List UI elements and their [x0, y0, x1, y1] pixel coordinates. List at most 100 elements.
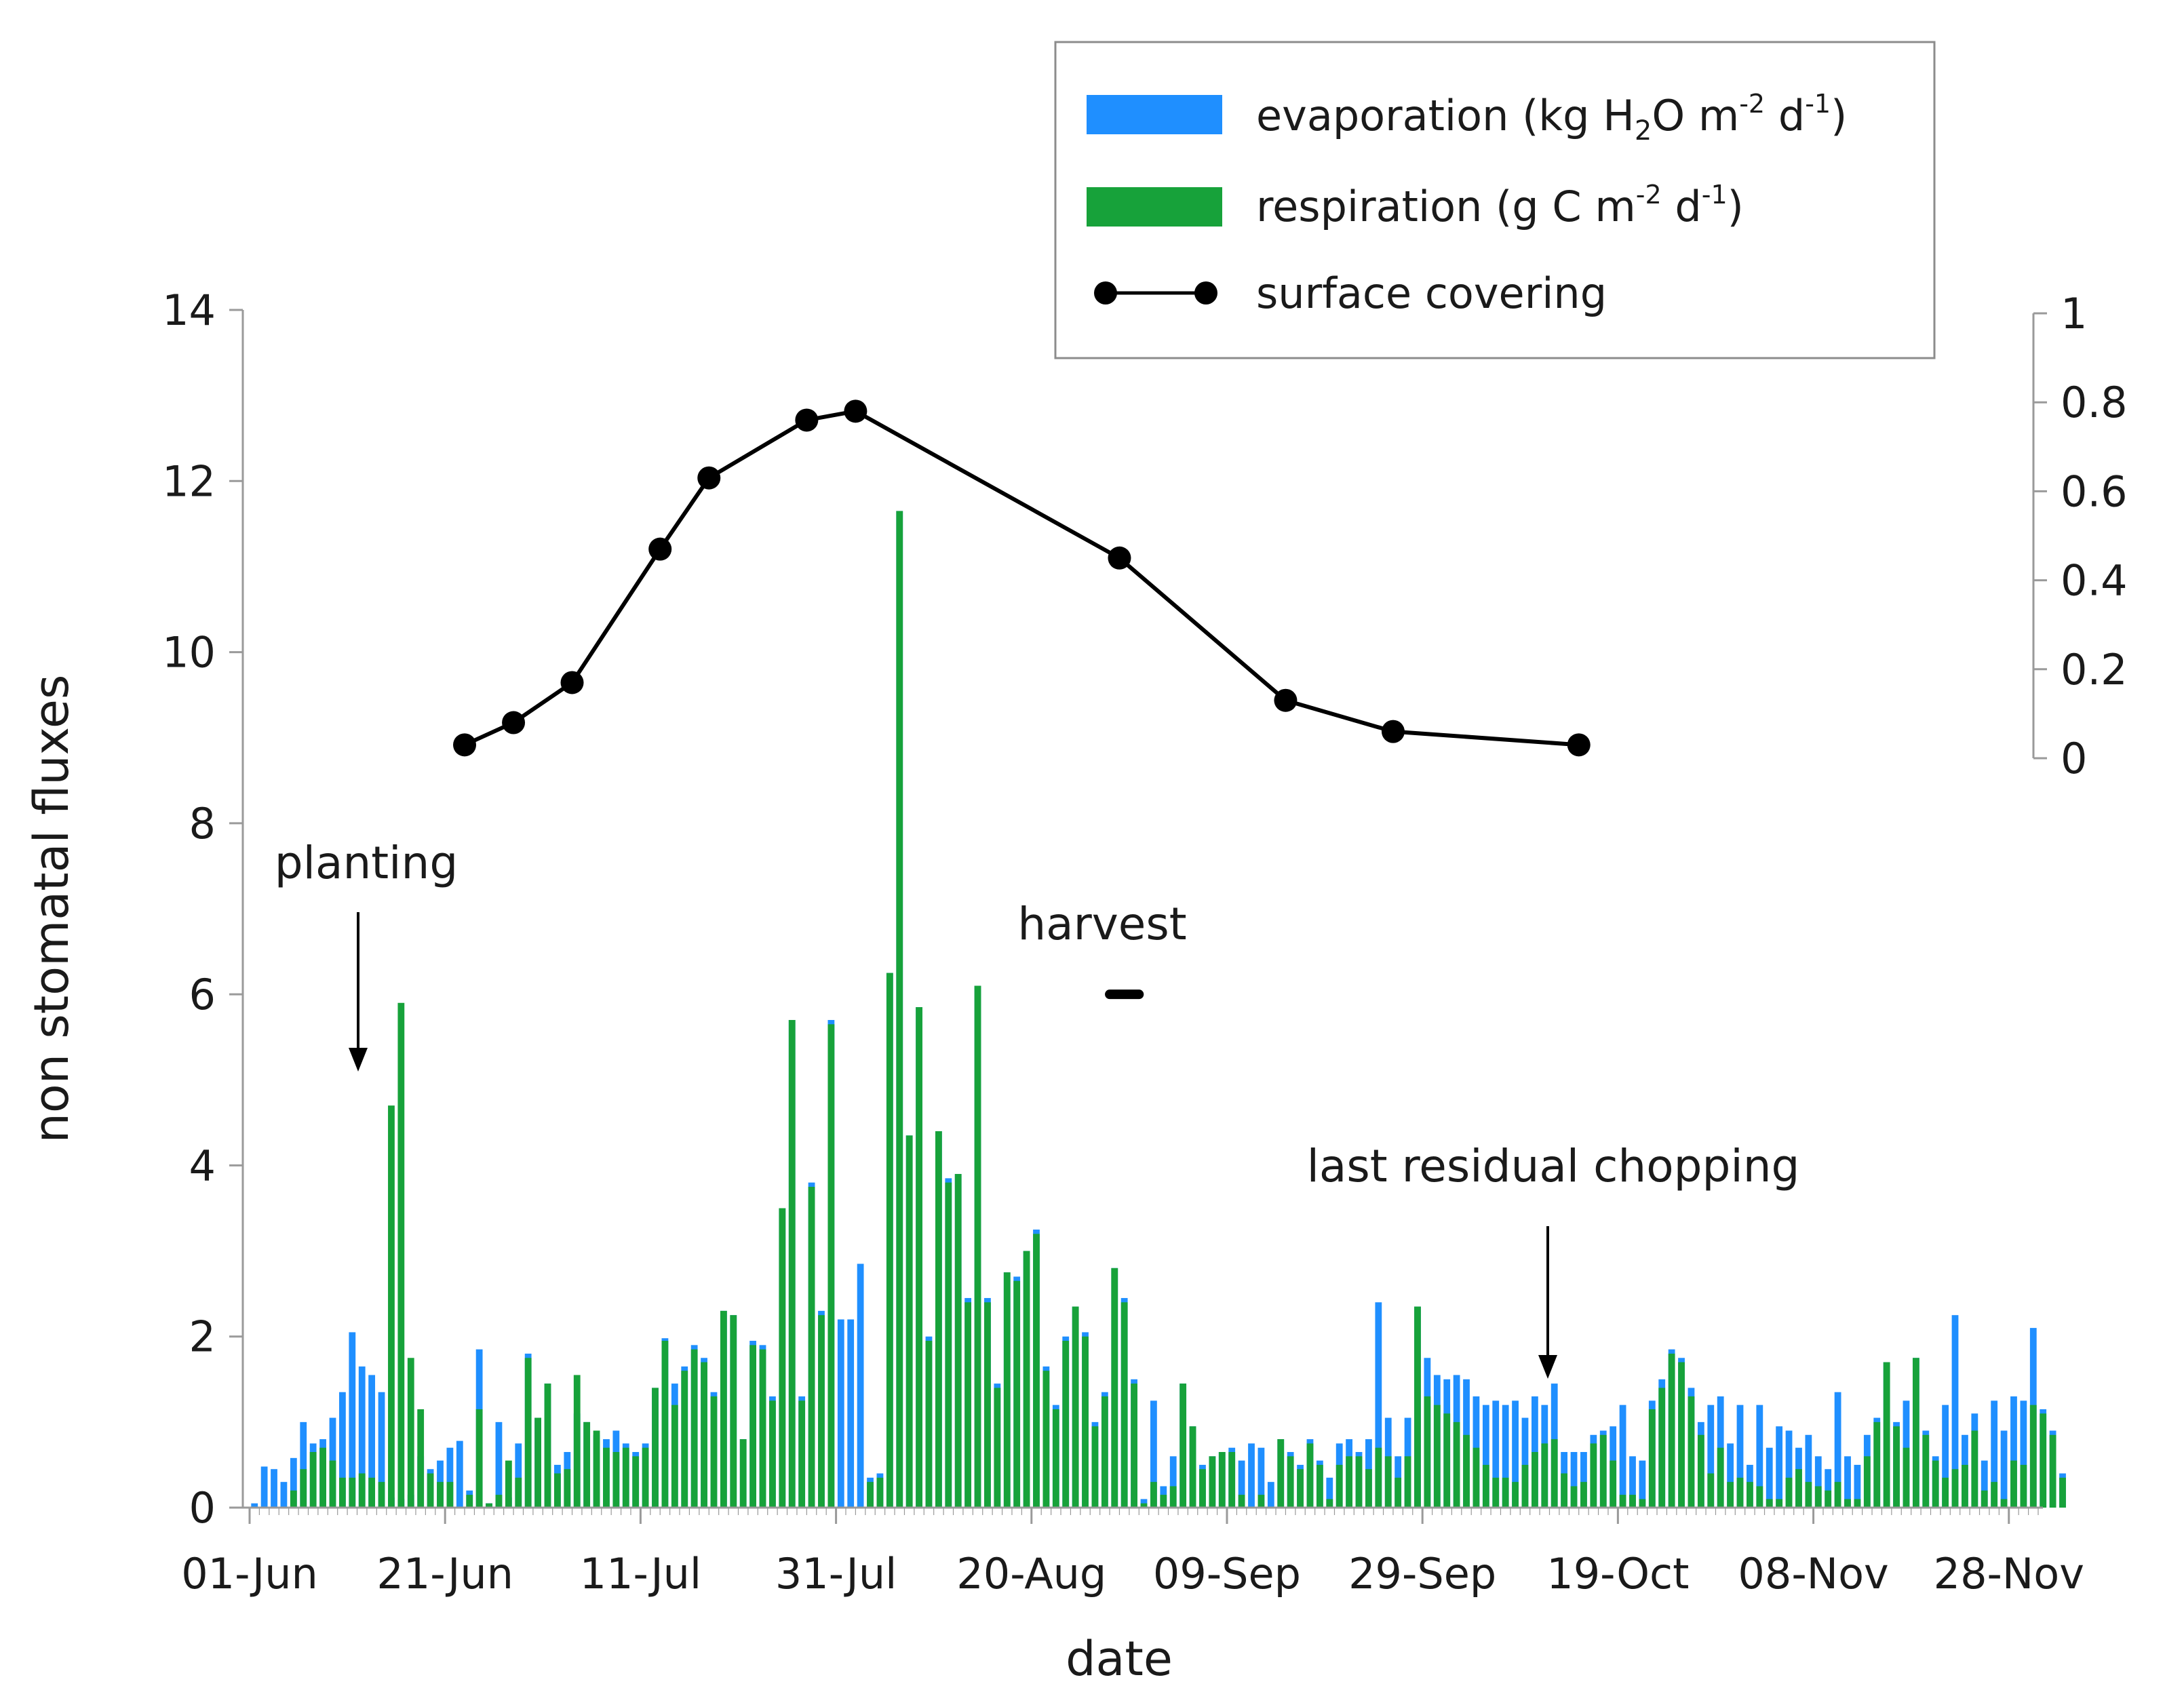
bar-respiration: [935, 1131, 942, 1508]
legend-label-respiration: respiration (g C m-2 d-1): [1256, 180, 1744, 231]
surface-covering-point: [795, 408, 819, 432]
bar-evaporation: [290, 1457, 297, 1508]
bar-respiration: [1599, 1434, 1607, 1508]
surface-covering-point: [1274, 688, 1298, 712]
bar-respiration: [2040, 1413, 2047, 1508]
bar-respiration: [1590, 1443, 1597, 1508]
bar-evaporation: [1942, 1405, 1949, 1508]
bar-respiration: [290, 1490, 297, 1508]
bar-respiration: [1473, 1447, 1480, 1508]
bar-respiration: [1795, 1469, 1802, 1508]
bar-respiration: [1150, 1482, 1157, 1508]
bar-respiration: [1688, 1396, 1695, 1508]
bar-evaporation: [1629, 1456, 1636, 1508]
bar-respiration: [1209, 1456, 1216, 1508]
bar-respiration: [876, 1477, 884, 1508]
bar-respiration: [1639, 1499, 1646, 1508]
bar-respiration: [1747, 1482, 1753, 1508]
bar-respiration: [2010, 1460, 2017, 1508]
bar-respiration: [1453, 1421, 1460, 1508]
bar-respiration: [1863, 1456, 1871, 1508]
bar-respiration: [925, 1341, 933, 1508]
bar-respiration: [388, 1105, 395, 1508]
bar-evaporation: [515, 1443, 522, 1508]
bar-respiration: [1785, 1477, 1793, 1508]
bar-evaporation: [349, 1332, 356, 1508]
bar-respiration: [1463, 1434, 1470, 1508]
bar-evaporation: [358, 1366, 366, 1508]
bar-respiration: [1570, 1486, 1578, 1508]
bar-respiration: [1414, 1306, 1421, 1508]
bar-respiration: [1717, 1447, 1724, 1508]
bar-evaporation: [1267, 1482, 1274, 1508]
bar-respiration: [1883, 1362, 1890, 1508]
bar-respiration: [867, 1482, 874, 1508]
bar-respiration: [1502, 1477, 1509, 1508]
y-tick-label: 10: [162, 628, 216, 678]
bar-respiration: [437, 1482, 444, 1508]
bar-respiration: [1756, 1486, 1763, 1508]
bar-respiration: [1678, 1362, 1685, 1508]
bar-respiration: [397, 1002, 405, 1508]
bar-respiration: [1003, 1272, 1011, 1508]
bar-respiration: [1668, 1353, 1675, 1508]
bar-evaporation: [368, 1375, 376, 1508]
bar-respiration: [564, 1469, 571, 1508]
bar-respiration: [1120, 1302, 1128, 1508]
bar-respiration: [1160, 1495, 1167, 1508]
bar-respiration: [534, 1417, 541, 1508]
bar-respiration: [1306, 1443, 1314, 1508]
bar-respiration: [1932, 1460, 1939, 1508]
bar-evaporation: [1805, 1434, 1812, 1508]
y-axis-ticks: 0 2 4 6 8 10 12 14: [162, 286, 243, 1533]
bar-respiration: [886, 973, 893, 1508]
bar-respiration: [1561, 1473, 1568, 1508]
bar-evaporation: [1326, 1477, 1333, 1508]
bar-respiration: [1922, 1434, 1930, 1508]
bar-respiration: [1942, 1477, 1949, 1508]
x-tick-label: 08-Nov: [1738, 1549, 1888, 1598]
x-tick-label: 20-Aug: [956, 1549, 1106, 1598]
y-tick-label: 2: [189, 1312, 216, 1362]
bar-evaporation: [260, 1466, 268, 1508]
bar-respiration: [1951, 1469, 1959, 1508]
bar-evaporation: [1766, 1447, 1773, 1508]
x-tick-label: 28-Nov: [1934, 1549, 2084, 1598]
bar-respiration: [427, 1473, 434, 1508]
bar-evaporation: [1639, 1460, 1646, 1508]
bar-respiration: [671, 1405, 678, 1508]
x-tick-label: 19-Oct: [1546, 1549, 1689, 1598]
bar-respiration: [994, 1388, 1001, 1508]
bar-respiration: [368, 1477, 376, 1508]
bar-respiration: [446, 1482, 454, 1508]
bar-evaporation: [1521, 1417, 1529, 1508]
bar-respiration: [603, 1447, 610, 1508]
bar-evaporation: [1375, 1302, 1382, 1508]
bar-respiration: [690, 1349, 698, 1508]
surface-covering-point: [1381, 720, 1405, 743]
bar-evaporation: [271, 1469, 277, 1508]
bar-respiration: [1140, 1503, 1148, 1508]
bar-respiration: [349, 1477, 356, 1508]
bar-respiration: [319, 1447, 326, 1508]
bar-respiration: [1619, 1495, 1626, 1508]
bar-respiration: [749, 1345, 757, 1508]
bar-respiration: [1316, 1464, 1323, 1508]
x-tick-label: 09-Sep: [1153, 1549, 1301, 1598]
bar-respiration: [1610, 1460, 1617, 1508]
bar-respiration: [1814, 1486, 1822, 1508]
bar-respiration: [905, 1135, 913, 1508]
bar-respiration: [573, 1375, 581, 1508]
bar-evaporation: [1825, 1469, 1832, 1508]
bar-respiration: [1443, 1413, 1451, 1508]
y2-tick-label: 0: [2061, 734, 2087, 783]
bar-respiration: [1776, 1499, 1783, 1508]
bar-respiration: [2020, 1464, 2027, 1508]
bar-respiration: [1228, 1452, 1236, 1508]
bar-respiration: [1834, 1482, 1841, 1508]
x-tick-label: 11-Jul: [580, 1549, 702, 1598]
bar-evaporation: [847, 1319, 855, 1508]
bar-evaporation: [338, 1392, 346, 1508]
bar-respiration: [1375, 1447, 1382, 1508]
bar-respiration: [1433, 1405, 1441, 1508]
